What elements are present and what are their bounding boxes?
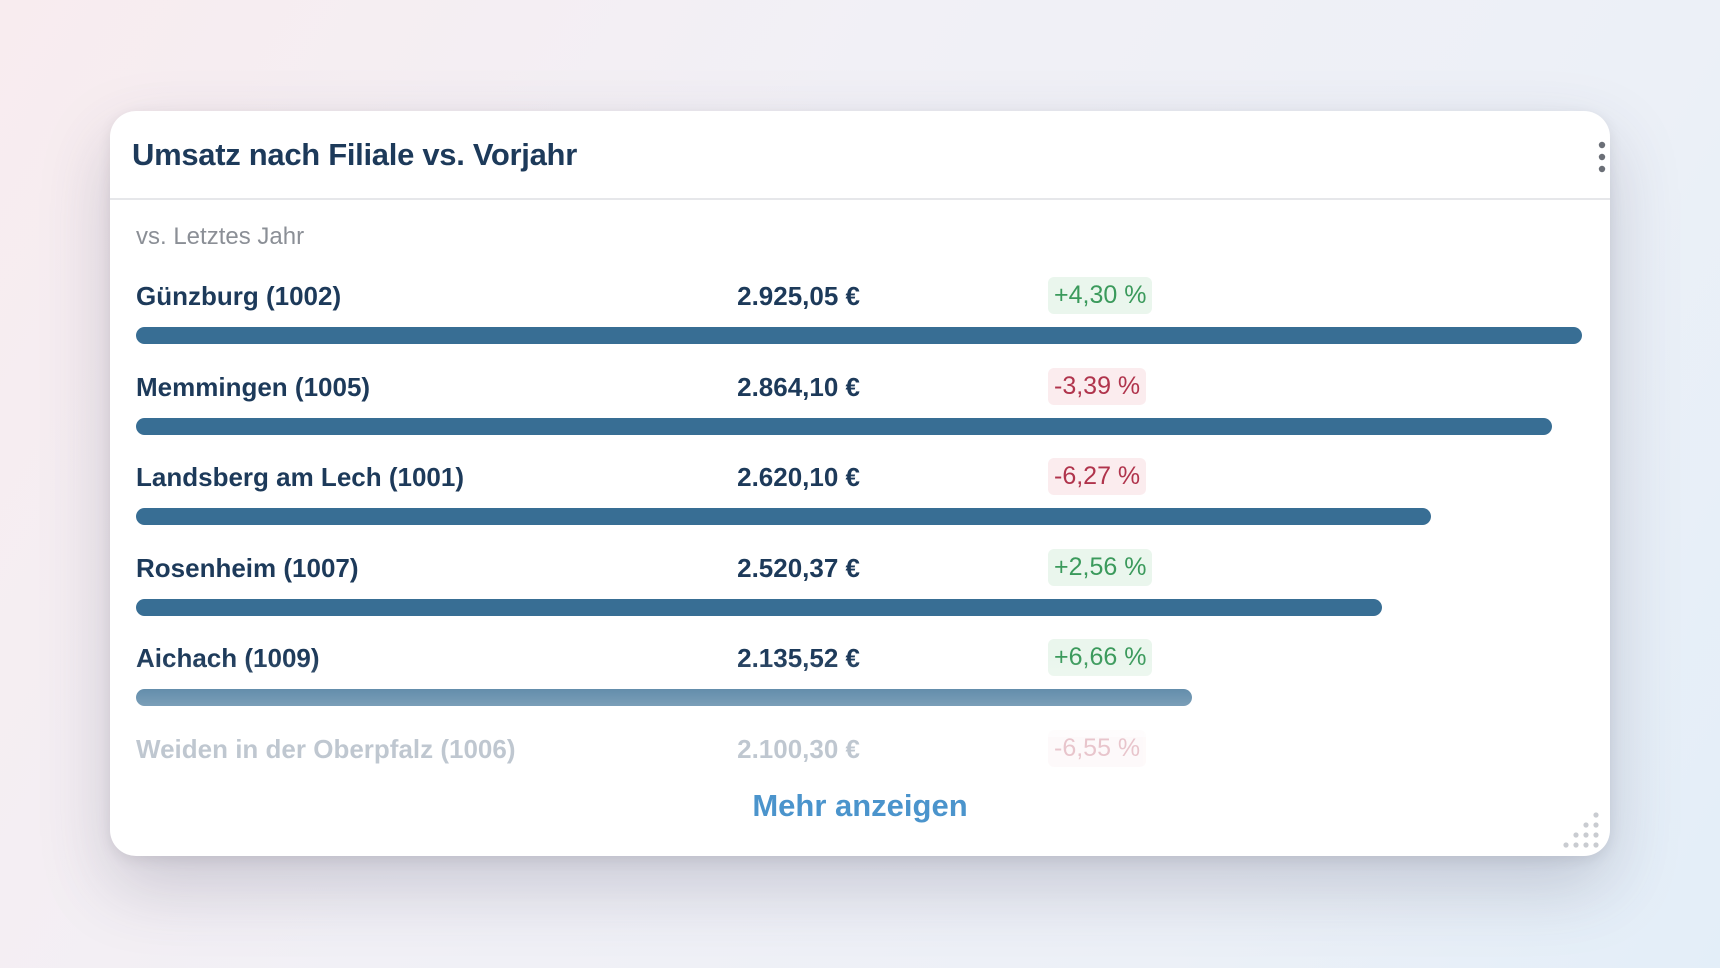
branch-row[interactable]: Landsberg am Lech (1001) 2.620,10 € -6,27 … (136, 458, 1584, 532)
vertical-dots-icon (1598, 141, 1606, 173)
branch-row[interactable]: Memmingen (1005) 2.864,10 € -3,39 % (136, 367, 1584, 442)
change-badge: -3,39 % (1048, 367, 1147, 405)
bar-track (136, 689, 1582, 706)
sales-by-branch-widget: Umsatz nach Filiale vs. Vorjahr vs. (110, 111, 1610, 856)
bar-track (136, 327, 1582, 344)
branch-revenue: 2.520,37 € (737, 552, 860, 583)
branch-revenue: 2.135,52 € (737, 643, 860, 673)
branch-name: Günzburg (1002) (136, 281, 342, 311)
branch-row[interactable]: Günzburg (1002) 2.925,05 € +4,30 % (136, 277, 1584, 351)
revenue-bar (136, 598, 1382, 616)
resize-handle-icon (1563, 812, 1599, 848)
widget-title: Umsatz nach Filiale vs. Vorjahr (132, 137, 577, 172)
branch-row[interactable]: Aichach (1009) 2.135,52 € +6,66 % (136, 639, 1584, 713)
revenue-bar (136, 689, 1192, 706)
bar-track (136, 598, 1582, 616)
branch-name: Memmingen (1005) (136, 371, 371, 402)
bar-track (136, 417, 1582, 435)
revenue-bar (136, 327, 1582, 344)
branch-name: Landsberg am Lech (1001) (136, 462, 464, 492)
branch-name: Rosenheim (1007) (136, 552, 359, 583)
branch-revenue: 2.864,10 € (737, 371, 860, 402)
branch-revenue: 2.620,10 € (737, 462, 860, 492)
revenue-bar (136, 508, 1431, 525)
branch-row[interactable]: Weiden in der Oberpfalz (1006) 2.100,30 €… (136, 729, 1584, 804)
change-badge: +4,30 % (1048, 277, 1153, 314)
branch-name: Weiden in der Oberpfalz (1006) (136, 733, 516, 764)
revenue-bar (136, 417, 1552, 435)
widget-header: Umsatz nach Filiale vs. Vorjahr (110, 111, 1610, 200)
branch-revenue: 2.100,30 € (737, 733, 860, 764)
show-more-button[interactable]: Mehr anzeigen (110, 787, 1610, 825)
change-badge: -6,55 % (1048, 729, 1147, 767)
branch-revenue: 2.925,05 € (737, 281, 860, 311)
change-badge: -6,27 % (1048, 458, 1147, 495)
branch-row[interactable]: Rosenheim (1007) 2.520,37 € +2,56 % (136, 548, 1584, 623)
widget-menu-button[interactable] (1582, 137, 1610, 177)
widget-resize-handle[interactable] (1562, 809, 1602, 849)
bar-track (136, 508, 1582, 525)
change-badge: +6,66 % (1048, 639, 1153, 676)
branch-bar-list: Günzburg (1002) 2.925,05 € +4,30 % Memminge… (136, 277, 1584, 856)
branch-name: Aichach (1009) (136, 643, 320, 673)
change-badge: +2,56 % (1048, 548, 1153, 586)
comparison-subtitle: vs. Letztes Jahr (136, 223, 305, 250)
